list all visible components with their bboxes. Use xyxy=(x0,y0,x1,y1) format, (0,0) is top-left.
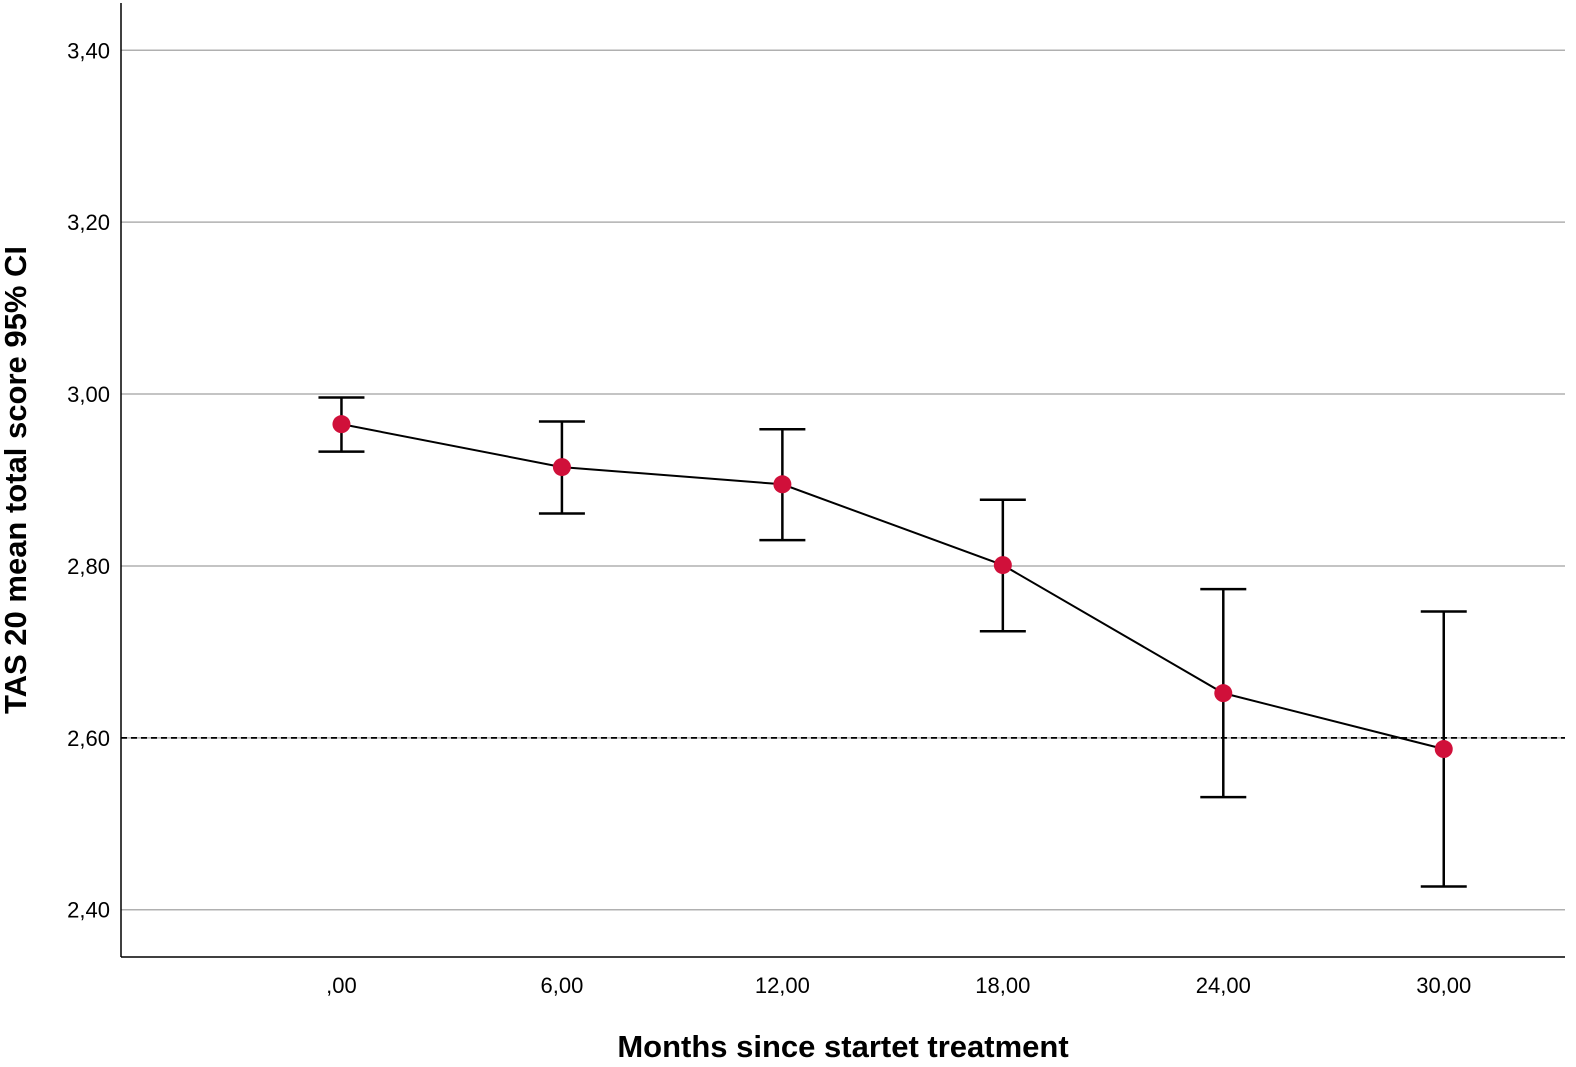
x-tick-label: 24,00 xyxy=(1196,973,1251,998)
gridlines xyxy=(121,49,1565,911)
series-line xyxy=(341,423,1444,750)
y-tick-labels: 2,40 2,60 2,80 3,00 3,20 3,40 xyxy=(67,38,110,922)
y-axis-title: TAS 20 mean total score 95% CI xyxy=(0,246,33,714)
data-point xyxy=(773,475,792,494)
error-bars xyxy=(318,396,1467,888)
data-points xyxy=(332,415,1453,759)
x-tick-labels: ,00 6,00 12,00 18,00 24,00 30,00 xyxy=(326,973,1471,998)
x-tick-label: ,00 xyxy=(326,973,357,998)
y-tick-label: 3,20 xyxy=(67,210,110,235)
y-tick-label: 2,40 xyxy=(67,898,110,923)
series-line-group xyxy=(341,423,1444,750)
axes xyxy=(120,3,1565,958)
y-tick-label: 3,00 xyxy=(67,382,110,407)
y-tick-label: 3,40 xyxy=(67,38,110,63)
data-point xyxy=(1434,740,1453,759)
y-tick-label: 2,60 xyxy=(67,726,110,751)
x-tick-label: 30,00 xyxy=(1416,973,1471,998)
x-axis-title: Months since startet treatment xyxy=(617,1029,1068,1064)
x-tick-label: 18,00 xyxy=(975,973,1030,998)
x-tick-label: 12,00 xyxy=(755,973,810,998)
data-point xyxy=(332,415,351,434)
data-point xyxy=(552,458,571,477)
x-tick-label: 6,00 xyxy=(541,973,584,998)
y-tick-label: 2,80 xyxy=(67,554,110,579)
data-point xyxy=(993,556,1012,575)
data-point xyxy=(1214,684,1233,703)
